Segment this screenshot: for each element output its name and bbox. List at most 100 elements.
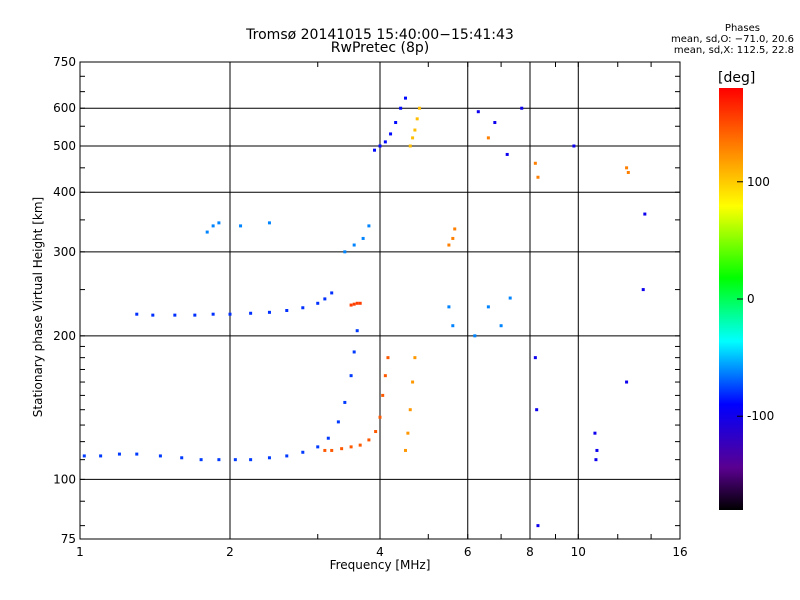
data-point [625, 166, 629, 170]
data-point [535, 408, 539, 412]
data-point [352, 350, 356, 354]
data-point [361, 236, 365, 240]
data-point [336, 420, 340, 424]
colorbar-ticks: 100 0 -100 [737, 175, 774, 423]
data-point [82, 454, 86, 458]
data-point [394, 121, 398, 125]
data-point [158, 454, 162, 458]
data-point [417, 106, 421, 110]
x-tick-label: 2 [226, 545, 234, 559]
data-point [323, 448, 327, 452]
data-point [641, 288, 645, 292]
data-point [326, 436, 330, 440]
data-point [267, 310, 271, 314]
data-point [199, 458, 203, 462]
data-point [349, 445, 353, 449]
y-tick-label: 200 [53, 329, 76, 343]
data-point [473, 334, 477, 338]
stats-heading: Phases [724, 23, 760, 34]
data-point [373, 148, 377, 152]
data-point [413, 128, 417, 132]
data-point [330, 291, 334, 295]
data-point [626, 170, 630, 174]
data-point [173, 313, 177, 317]
colorbar-tick-label: 0 [747, 292, 755, 306]
data-point [135, 312, 139, 316]
data-point [249, 311, 253, 315]
data-point [193, 313, 197, 317]
chart-title: Tromsø 20141015 15:40:00−15:41:43 [246, 27, 514, 43]
x-tick-label: 10 [571, 545, 586, 559]
data-point [352, 243, 356, 247]
data-point [406, 431, 410, 435]
data-point [205, 230, 209, 234]
data-point [349, 374, 353, 378]
data-point [533, 161, 537, 165]
data-point [285, 454, 289, 458]
data-point [233, 458, 237, 462]
y-tick-label: 75 [61, 532, 76, 546]
data-point [536, 524, 540, 528]
y-tick-label: 100 [53, 472, 76, 486]
data-point [211, 312, 215, 316]
data-point [378, 415, 382, 419]
data-point [330, 448, 334, 452]
data-point [505, 152, 509, 156]
x-axis-label: Frequency [MHz] [329, 558, 431, 572]
data-point [499, 324, 503, 328]
y-tick-label: 600 [53, 101, 76, 115]
data-point [411, 380, 415, 384]
data-point [267, 456, 271, 460]
data-point [476, 110, 480, 114]
data-point [403, 96, 407, 100]
data-point [486, 305, 490, 309]
data-point [301, 450, 305, 454]
grid-lines [80, 62, 680, 539]
chart-subtitle: RwPretec (8p) [330, 40, 430, 56]
data-point [536, 175, 540, 179]
data-point [415, 117, 419, 121]
stats-o-mode: mean, sd,O: −71.0, 20.6 [671, 34, 794, 45]
data-point [625, 380, 629, 384]
x-tick-label: 16 [672, 545, 687, 559]
data-point [355, 329, 359, 333]
x-tick-label: 6 [464, 545, 472, 559]
data-point [267, 221, 271, 225]
data-point [358, 443, 362, 447]
data-point [520, 106, 524, 110]
data-point [316, 445, 320, 449]
data-point [451, 324, 455, 328]
data-point [340, 447, 344, 451]
data-point [403, 448, 407, 452]
y-tick-label: 500 [53, 139, 76, 153]
data-point [316, 301, 320, 305]
data-point [399, 106, 403, 110]
data-point [493, 121, 497, 125]
colorbar-tick-label: 100 [747, 175, 770, 189]
data-point [349, 303, 353, 307]
data-point [358, 301, 362, 305]
y-tick-label: 750 [53, 55, 76, 69]
data-point [99, 454, 103, 458]
data-point [378, 144, 382, 148]
data-point [352, 302, 356, 306]
data-point [413, 356, 417, 360]
data-point [180, 456, 184, 460]
stats-x-mode: mean, sd,X: 112.5, 22.8 [673, 45, 794, 56]
data-point [386, 356, 390, 360]
data-point [343, 400, 347, 404]
data-point [486, 136, 490, 140]
data-point [323, 297, 327, 301]
data-point [453, 227, 457, 231]
data-point [533, 356, 537, 360]
data-point [408, 144, 412, 148]
colorbar-unit-label: [deg] [718, 70, 756, 86]
data-point [135, 452, 139, 456]
data-point [447, 243, 451, 247]
data-point [447, 305, 451, 309]
data-point [367, 224, 371, 228]
data-point [451, 236, 455, 240]
data-point [572, 144, 576, 148]
x-tick-label: 8 [526, 545, 534, 559]
